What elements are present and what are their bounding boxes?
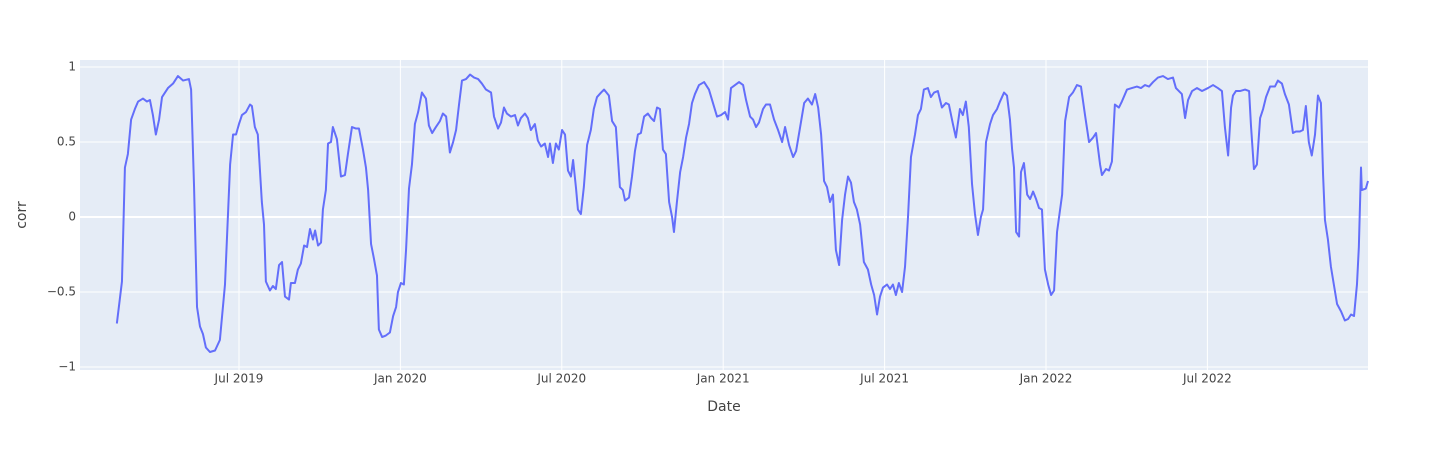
y-tick-label: 0.5 bbox=[57, 135, 76, 149]
x-tick-label: Jul 2020 bbox=[536, 372, 586, 386]
y-axis-title: corr bbox=[14, 201, 30, 229]
y-tick-label: −0.5 bbox=[47, 285, 76, 299]
marks bbox=[115, 73, 1369, 353]
x-tick-label: Jan 2022 bbox=[1019, 372, 1073, 386]
y-tick-label: 1 bbox=[68, 60, 76, 74]
x-tick-label: Jul 2021 bbox=[859, 372, 909, 386]
x-tick-label: Jul 2022 bbox=[1182, 372, 1232, 386]
line-series bbox=[115, 73, 1369, 353]
y-tick-label: −1 bbox=[58, 360, 76, 374]
x-tick-label: Jan 2020 bbox=[373, 372, 427, 386]
x-tick-label: Jul 2019 bbox=[214, 372, 264, 386]
x-axis-title: Date bbox=[707, 399, 740, 415]
y-tick-label: 0 bbox=[68, 210, 76, 224]
x-tick-label: Jan 2021 bbox=[696, 372, 750, 386]
grid bbox=[80, 60, 1368, 370]
plot-area bbox=[80, 60, 1368, 370]
